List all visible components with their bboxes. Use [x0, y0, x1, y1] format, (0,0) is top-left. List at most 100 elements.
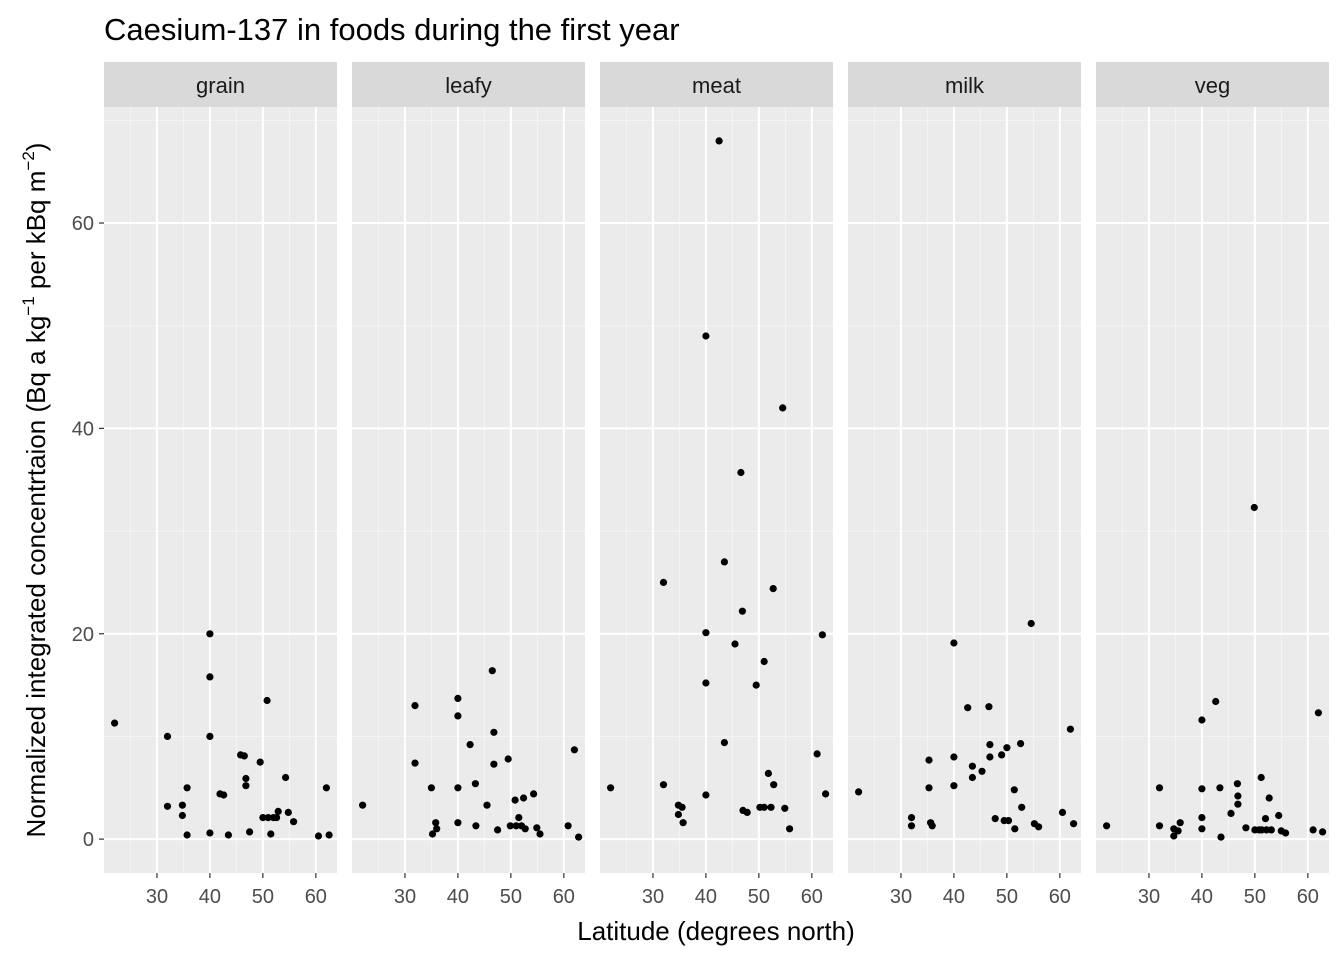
y-axis-title-main: Normalized integrated concentrtaion (Bq …: [21, 316, 51, 838]
data-point: [206, 732, 214, 741]
data-point: [752, 681, 760, 689]
facet-strip-veg: [1096, 62, 1329, 107]
data-point: [738, 607, 747, 615]
data-point: [570, 746, 579, 754]
data-point: [163, 802, 172, 810]
facet-strip-label: leafy: [445, 73, 491, 98]
data-point: [1004, 817, 1013, 825]
data-point: [490, 728, 498, 736]
data-point: [432, 819, 440, 827]
x-axis-tick-label: 30: [394, 886, 416, 908]
data-point: [224, 831, 232, 839]
x-axis-tick-label: 60: [1297, 886, 1319, 908]
y-axis-tick-label: 20: [72, 624, 94, 646]
facet-meat: meat: [600, 62, 833, 873]
facet-panels: grain leafy meat milk veg: [104, 62, 1329, 873]
data-point: [1319, 828, 1327, 836]
data-point: [183, 831, 191, 839]
panel-background: [600, 107, 833, 873]
data-point: [1261, 815, 1270, 823]
data-point: [607, 784, 615, 792]
chart-title: Caesium-137 in foods during the first ye…: [104, 12, 680, 47]
x-axis-tick-label: 30: [146, 886, 168, 908]
data-point: [1250, 503, 1258, 512]
x-axis-tick-label: 60: [553, 886, 575, 908]
data-point: [702, 629, 710, 637]
y-axis-title-middle: per kBq m: [21, 171, 51, 297]
data-point: [246, 828, 254, 836]
data-point: [991, 815, 999, 823]
data-point: [220, 791, 228, 799]
y-axis: 0 20 40 60: [72, 213, 104, 851]
data-point: [928, 822, 936, 830]
x-axis-tick-label: 40: [943, 886, 965, 908]
data-point: [760, 657, 768, 666]
data-point: [1257, 773, 1265, 782]
x-axis-tick-label: 50: [748, 886, 770, 908]
data-point: [454, 712, 462, 720]
data-point: [818, 631, 827, 639]
facet-grain: grain: [104, 62, 337, 873]
data-point: [520, 794, 528, 802]
data-point: [743, 808, 751, 817]
data-point: [511, 796, 519, 804]
data-point: [206, 630, 214, 638]
data-point: [822, 790, 830, 798]
data-point: [978, 767, 986, 775]
data-point: [183, 784, 191, 792]
facet-veg: veg: [1096, 62, 1329, 873]
data-point: [411, 759, 419, 767]
data-point: [702, 791, 710, 799]
x-axis-tick-label: 30: [642, 886, 664, 908]
x-axis-tick-label: 30: [1138, 886, 1160, 908]
data-point: [536, 830, 544, 838]
data-point: [702, 332, 710, 340]
data-point: [530, 790, 538, 798]
facet-strip-label: veg: [1195, 73, 1230, 98]
y-axis-title-exponent-1: −1: [19, 296, 38, 315]
data-point: [770, 781, 778, 789]
x-axis-tick-label: 30: [890, 886, 912, 908]
data-point: [259, 814, 267, 822]
data-point: [1314, 709, 1322, 717]
x-axis-tick-label: 40: [447, 886, 469, 908]
data-point: [433, 825, 441, 833]
data-point: [767, 803, 775, 811]
data-point: [907, 822, 916, 830]
data-point: [575, 833, 583, 841]
x-axis-tick-label: 50: [1244, 886, 1266, 908]
data-point: [163, 732, 172, 741]
data-point: [855, 788, 863, 796]
data-point: [950, 753, 958, 761]
data-point: [314, 832, 323, 840]
x-axes: 30 40 50 60 30 40 50 60 30 40 50 60 30 40 50 60 30 40 50 60: [146, 873, 1319, 908]
data-point: [454, 694, 462, 703]
data-point: [1018, 803, 1026, 811]
data-point: [986, 753, 994, 761]
data-point: [1066, 725, 1074, 733]
data-point: [1242, 824, 1250, 832]
data-point: [274, 807, 282, 816]
data-point: [731, 640, 739, 648]
data-point: [1217, 833, 1225, 841]
facet-strip-grain: [104, 62, 337, 107]
data-point: [781, 804, 789, 812]
data-point: [659, 578, 668, 587]
data-point: [1155, 822, 1164, 830]
facet-leafy: leafy: [352, 62, 585, 873]
data-point: [1309, 826, 1317, 834]
data-point: [1275, 811, 1283, 820]
data-point: [264, 814, 272, 822]
data-point: [968, 773, 977, 782]
x-axis-tick-label: 60: [1049, 886, 1071, 908]
data-point: [483, 801, 491, 809]
panel-background: [848, 107, 1081, 873]
x-axis-tick-label: 60: [305, 886, 327, 908]
data-point: [273, 814, 281, 822]
x-axis-tick-label: 50: [500, 886, 522, 908]
data-point: [1234, 792, 1242, 800]
data-point: [659, 781, 668, 789]
data-point: [925, 784, 933, 792]
data-point: [907, 814, 916, 822]
